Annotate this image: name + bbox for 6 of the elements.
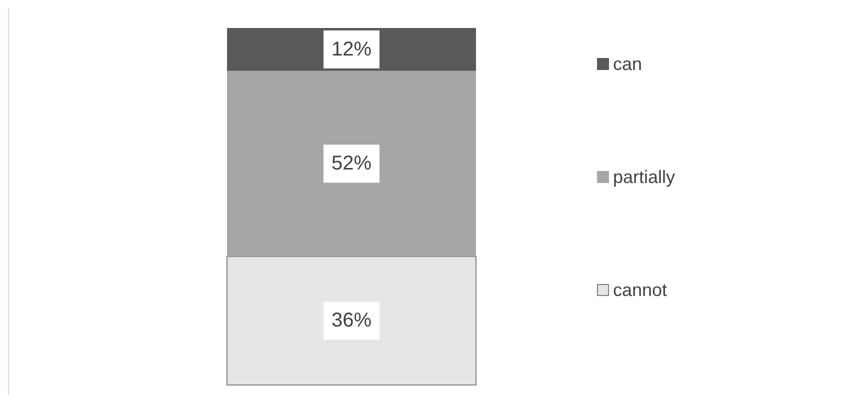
legend-label: partially <box>613 166 676 188</box>
legend-label: cannot <box>613 280 668 300</box>
data-label: 12% <box>331 38 372 60</box>
legend-label: can <box>613 54 642 74</box>
data-label: 36% <box>331 310 372 332</box>
data-label: 52% <box>331 152 372 175</box>
